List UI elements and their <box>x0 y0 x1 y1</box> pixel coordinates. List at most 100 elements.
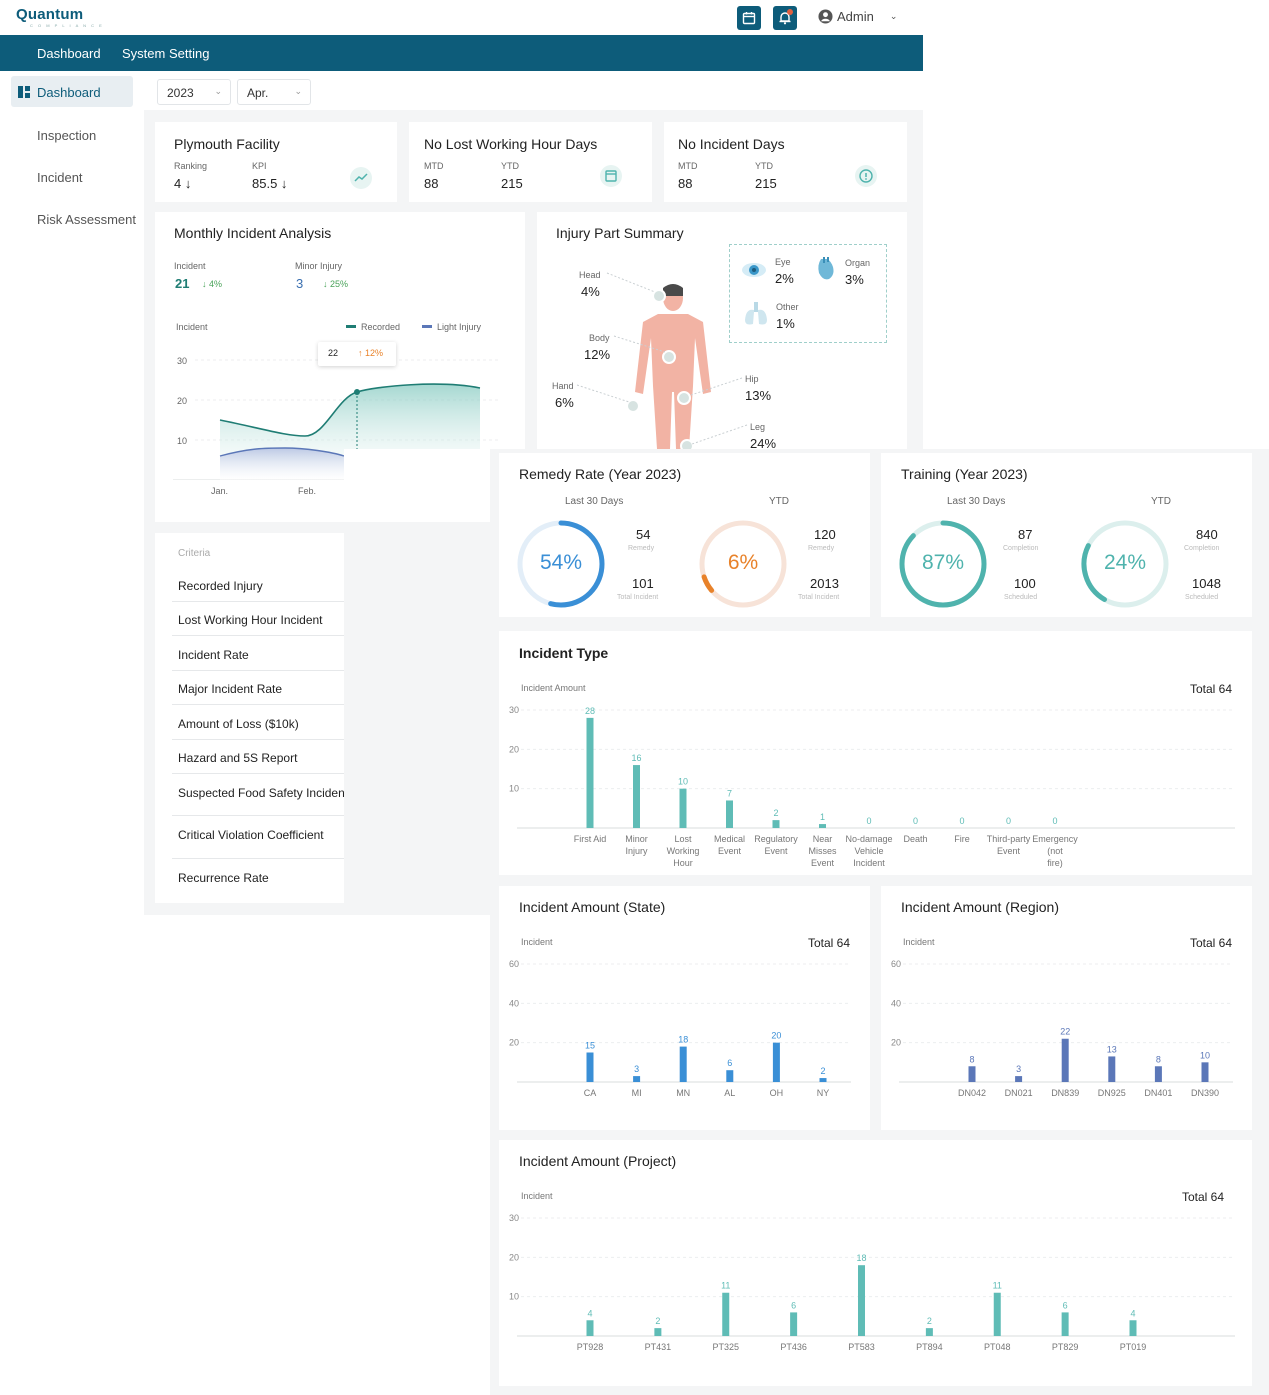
part-other-label: Other <box>776 302 799 312</box>
training-ytd-bottom: 1048 <box>1192 576 1221 591</box>
bar[interactable] <box>679 1046 687 1082</box>
bar[interactable] <box>1201 1062 1209 1082</box>
bar-value-label: 0 <box>1052 816 1057 826</box>
recorded-line[interactable] <box>219 383 481 437</box>
hover-point[interactable] <box>354 389 360 395</box>
trend-icon <box>350 167 372 189</box>
incident-region-title: Incident Amount (Region) <box>901 899 1059 915</box>
criteria-item[interactable]: Lost Working Hour Incident <box>178 613 323 627</box>
legend-recorded[interactable]: Recorded <box>361 322 401 332</box>
bar[interactable] <box>722 1292 730 1336</box>
bar[interactable] <box>772 820 780 828</box>
bar-value-label: 6 <box>727 1058 732 1068</box>
training-last30-bottom-label: Scheduled <box>1004 594 1038 601</box>
part-leg-label: Leg <box>750 422 766 432</box>
bar[interactable] <box>772 1042 780 1082</box>
calendar-button[interactable] <box>737 6 761 30</box>
bar[interactable] <box>819 1078 827 1082</box>
sidebar-item-dashboard[interactable] <box>11 76 133 107</box>
user-avatar-icon <box>818 9 833 24</box>
bar-value-label: 18 <box>856 1253 866 1263</box>
criteria-item[interactable]: Major Incident Rate <box>178 682 283 696</box>
legend-light-injury[interactable]: Light Injury <box>437 322 482 332</box>
x-tick-label: AL <box>724 1088 735 1098</box>
part-eye-label: Eye <box>775 257 791 267</box>
part-other-pct: 1% <box>776 316 795 331</box>
sidebar-item-risk-assessment[interactable]: Risk Assessment <box>37 212 136 227</box>
criteria-divider <box>172 704 344 705</box>
criteria-item[interactable]: Recorded Injury <box>178 579 263 593</box>
bar[interactable] <box>726 800 733 828</box>
sidebar-item-inspection[interactable]: Inspection <box>37 128 97 143</box>
criteria-item[interactable]: Amount of Loss ($10k) <box>178 717 299 731</box>
remedy-ytd-bottom-label: Total Incident <box>798 594 840 601</box>
chevron-down-icon: ⌄ <box>294 86 302 96</box>
bar[interactable] <box>586 717 594 828</box>
bar-value-label: 4 <box>1130 1308 1135 1318</box>
bar-value-label: 8 <box>969 1054 974 1064</box>
notification-button[interactable] <box>773 6 797 30</box>
remedy-title: Remedy Rate (Year 2023) <box>519 466 682 482</box>
topnav-dashboard[interactable]: Dashboard <box>37 46 101 61</box>
bar[interactable] <box>790 1312 798 1336</box>
criteria-item[interactable]: Suspected Food Safety Incident <box>178 786 344 800</box>
bar[interactable] <box>819 824 826 828</box>
x-tick-label: PT048 <box>984 1342 1011 1352</box>
bar-value-label: 28 <box>585 706 595 716</box>
bar[interactable] <box>925 1328 933 1336</box>
x-tick-label: DN042 <box>958 1088 986 1098</box>
part-hip-pct: 13% <box>745 388 772 403</box>
remedy-last30-bottom-label: Total Incident <box>617 594 659 601</box>
monthly-ylabel: Incident <box>176 322 208 332</box>
incident-project-title: Incident Amount (Project) <box>519 1153 677 1169</box>
sidebar-item-dashboard-label[interactable]: Dashboard <box>37 85 101 100</box>
user-menu[interactable]: Admin ⌄ <box>818 9 897 24</box>
kpi-kpi-label: KPI <box>252 161 267 171</box>
bar[interactable] <box>993 1292 1001 1336</box>
kpi-no-incident-ytd-label: YTD <box>755 161 773 171</box>
criteria-divider <box>172 815 344 816</box>
bar[interactable] <box>633 1076 641 1082</box>
bar[interactable] <box>968 1066 976 1082</box>
calendar-icon <box>742 12 756 25</box>
bar[interactable] <box>586 1052 594 1083</box>
kpi-no-lost-title: No Lost Working Hour Days <box>424 136 598 152</box>
bar[interactable] <box>654 1328 662 1336</box>
user-name: Admin <box>837 9 874 24</box>
chevron-down-icon: ⌄ <box>889 11 898 21</box>
month-select[interactable]: Apr. ⌄ <box>237 79 311 105</box>
bar[interactable] <box>679 788 687 828</box>
bar[interactable] <box>633 765 640 828</box>
bar[interactable] <box>1108 1056 1116 1082</box>
x-tick-label: Death <box>903 834 927 844</box>
bar[interactable] <box>1154 1066 1162 1082</box>
x-tick-label: Minor Injury <box>625 834 648 856</box>
light-injury-line[interactable] <box>219 447 345 457</box>
training-ytd-arc <box>1081 520 1169 608</box>
criteria-item[interactable]: Incident Rate <box>178 648 249 662</box>
year-select[interactable]: 2023 ⌄ <box>157 79 231 105</box>
topnav-system-setting[interactable]: System Setting <box>122 46 210 61</box>
remedy-rate-card <box>499 453 870 617</box>
part-hip-label: Hip <box>745 374 759 384</box>
bar[interactable] <box>1061 1312 1069 1336</box>
bar[interactable] <box>1061 1038 1069 1082</box>
x-tick-label: PT928 <box>577 1342 604 1352</box>
part-body-label: Body <box>589 333 610 343</box>
bar[interactable] <box>1129 1320 1137 1336</box>
app-logo[interactable]: Quantum <box>16 6 84 23</box>
criteria-item[interactable]: Critical Violation Coefficient <box>178 828 324 842</box>
bar-value-label: 2 <box>927 1316 932 1326</box>
x-tick-label: DN401 <box>1144 1088 1172 1098</box>
incident-project-ylabel: Incident <box>521 1191 553 1201</box>
bar-value-label: 2 <box>655 1316 660 1326</box>
bar[interactable] <box>1015 1076 1023 1082</box>
bar[interactable] <box>586 1320 594 1336</box>
sidebar-item-incident[interactable]: Incident <box>37 170 83 185</box>
bar[interactable] <box>858 1265 865 1336</box>
criteria-item[interactable]: Recurrence Rate <box>178 871 269 885</box>
bar[interactable] <box>726 1070 734 1082</box>
kpi-facility-title: Plymouth Facility <box>174 136 280 152</box>
criteria-item[interactable]: Hazard and 5S Report <box>178 751 298 765</box>
x-tick-label: DN839 <box>1051 1088 1079 1098</box>
